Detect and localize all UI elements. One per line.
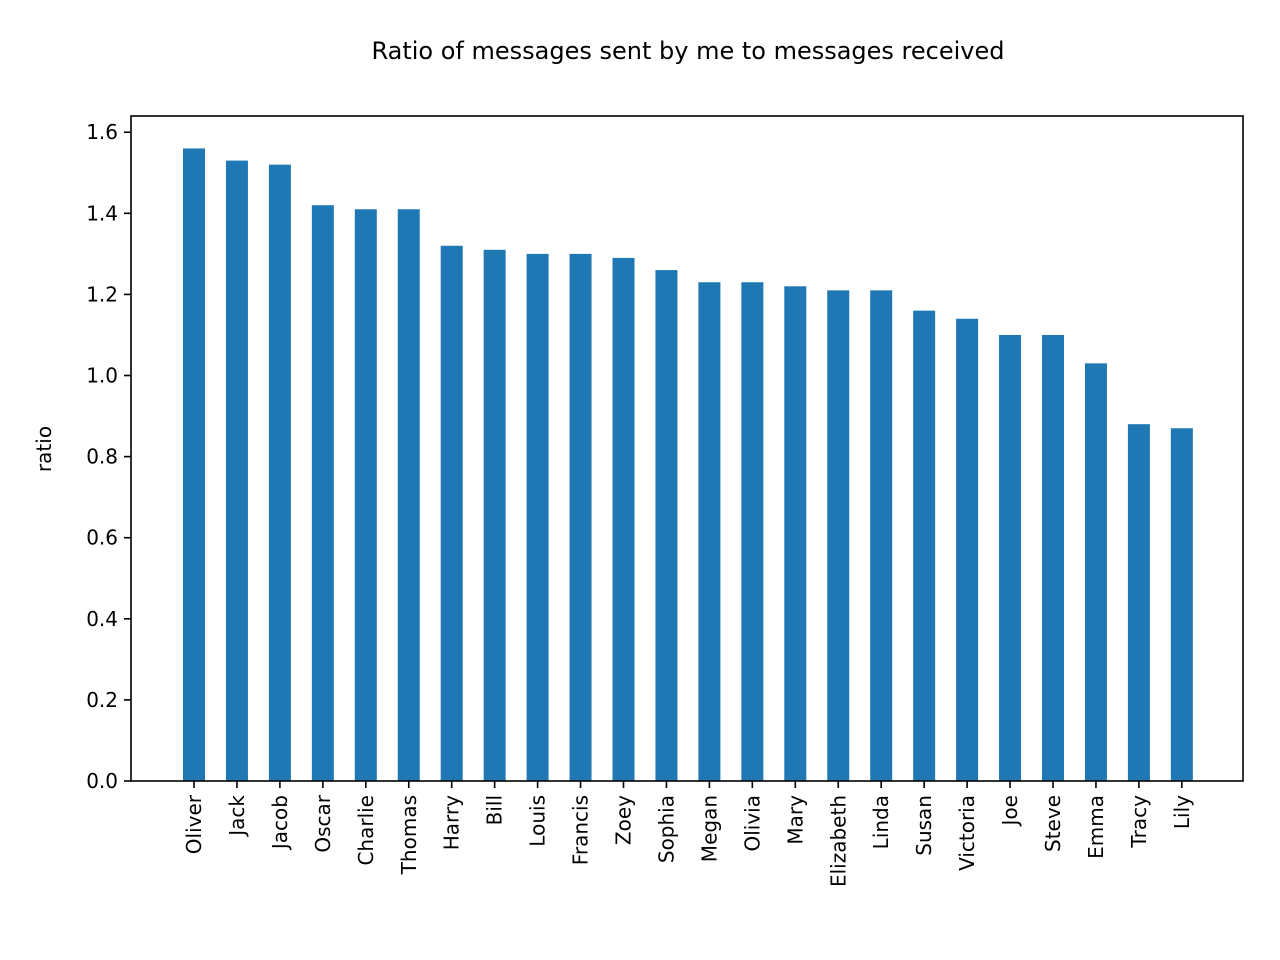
- y-tick-label: 1.4: [86, 201, 118, 225]
- x-tick-label-susan: Susan: [912, 795, 936, 856]
- y-axis-ticks: 0.0 0.2 0.4 0.6 0.8 1.0 1.2 1.4 1.6: [86, 120, 131, 793]
- x-tick-label-mary: Mary: [783, 795, 807, 845]
- x-tick-label-louis: Louis: [526, 795, 550, 847]
- bar-thomas: [397, 209, 420, 781]
- bar-olivia: [741, 282, 764, 781]
- bar-steve: [1042, 334, 1064, 781]
- bar-emma: [1084, 363, 1107, 781]
- bar-joe: [999, 334, 1022, 781]
- bars-group: [183, 148, 1193, 782]
- x-tick-label-harry: Harry: [440, 795, 464, 850]
- x-tick-label-elizabeth: Elizabeth: [826, 795, 850, 887]
- bar-charlie: [354, 209, 377, 781]
- bar-mary: [784, 286, 807, 781]
- y-axis-title: ratio: [32, 426, 56, 472]
- x-tick-label-bill: Bill: [483, 795, 507, 825]
- bar-oscar: [311, 205, 334, 781]
- bar-lily: [1170, 428, 1193, 781]
- chart-title: Ratio of messages sent by me to messages…: [371, 37, 1004, 65]
- x-axis-ticks: Oliver Jack Jacob Oscar Charlie Thomas Harry Bi…: [182, 781, 1194, 887]
- bar-louis: [526, 253, 549, 781]
- x-tick-label-lily: Lily: [1170, 795, 1194, 829]
- y-tick-label: 0.4: [86, 607, 118, 631]
- bar-zoey: [612, 257, 635, 781]
- bar-francis: [569, 253, 592, 781]
- bar-tracy: [1127, 424, 1150, 781]
- bar-megan: [698, 282, 721, 781]
- x-tick-label-victoria: Victoria: [955, 795, 979, 871]
- x-tick-label-tracy: Tracy: [1127, 795, 1151, 849]
- bar-harry: [440, 245, 463, 781]
- y-tick-label: 1.2: [86, 282, 118, 306]
- y-tick-label: 1.6: [86, 120, 118, 144]
- bar-bill: [483, 249, 506, 781]
- bar-linda: [870, 290, 893, 781]
- y-tick-label: 0.8: [86, 445, 118, 469]
- bar-susan: [913, 310, 936, 781]
- y-tick-label: 1.0: [86, 364, 118, 388]
- bar-elizabeth: [827, 290, 850, 781]
- x-tick-label-linda: Linda: [869, 795, 893, 849]
- x-tick-label-jacob: Jacob: [268, 795, 292, 851]
- x-tick-label-oscar: Oscar: [311, 794, 335, 852]
- x-tick-label-jack: Jack: [225, 795, 249, 838]
- x-tick-label-francis: Francis: [569, 795, 593, 865]
- x-tick-label-oliver: Oliver: [182, 794, 206, 854]
- x-tick-label-zoey: Zoey: [612, 795, 636, 845]
- x-tick-label-megan: Megan: [697, 795, 721, 862]
- x-tick-label-thomas: Thomas: [397, 795, 421, 875]
- bar-jacob: [268, 164, 291, 781]
- y-tick-label: 0.2: [86, 688, 118, 712]
- bar-jack: [225, 160, 248, 782]
- x-tick-label-sophia: Sophia: [654, 795, 678, 863]
- x-tick-label-olivia: Olivia: [740, 795, 764, 852]
- x-tick-label-joe: Joe: [998, 795, 1022, 827]
- x-tick-label-charlie: Charlie: [354, 795, 378, 866]
- bar-oliver: [183, 148, 205, 781]
- bar-victoria: [956, 318, 979, 781]
- x-tick-label-steve: Steve: [1041, 795, 1065, 852]
- x-tick-label-emma: Emma: [1084, 795, 1108, 859]
- plot-frame: [130, 115, 1244, 782]
- bar-sophia: [655, 270, 678, 781]
- y-tick-label: 0.0: [86, 769, 118, 793]
- y-tick-label: 0.6: [86, 526, 118, 550]
